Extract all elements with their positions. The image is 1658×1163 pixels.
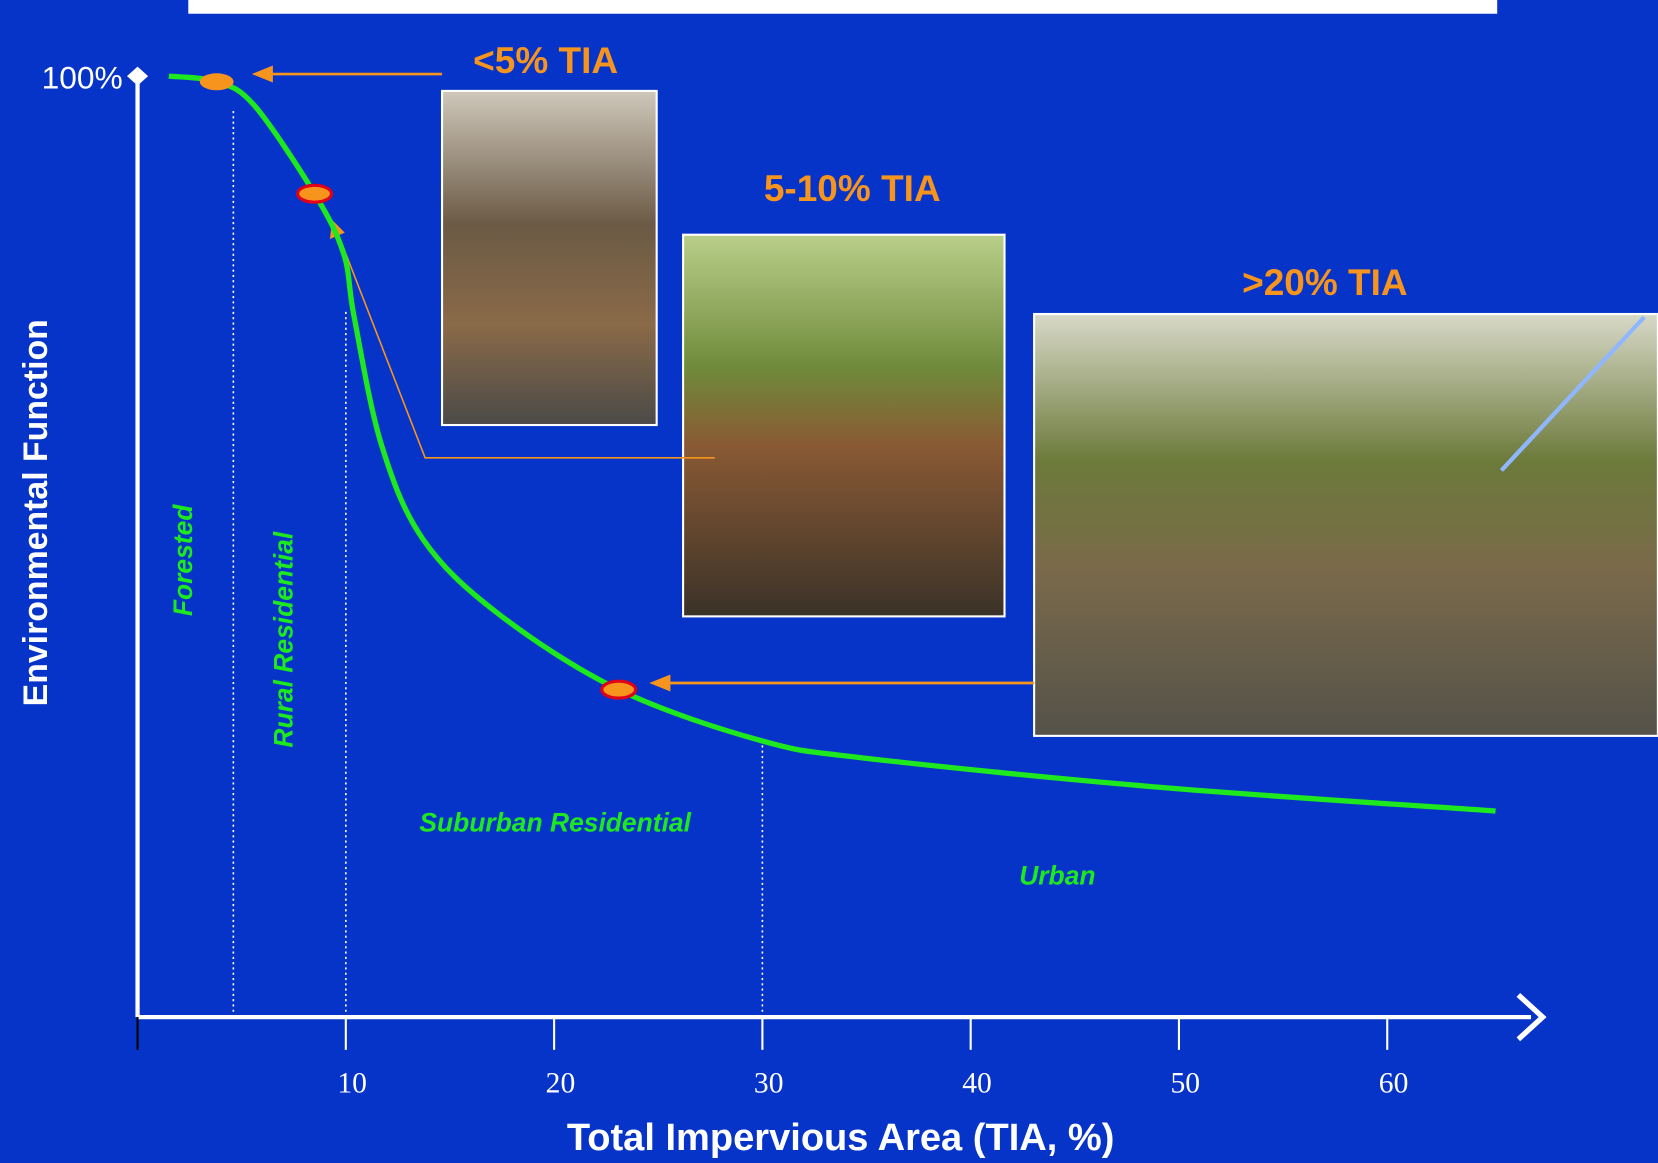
zone-label: Rural Residential: [269, 531, 299, 747]
header-bar: [188, 0, 1497, 14]
highlight-point: [200, 73, 234, 90]
arrow-head: [649, 675, 670, 692]
photo-forested-stream: [442, 91, 657, 425]
photo-urban-stream: [1034, 314, 1658, 736]
y-tick: [127, 67, 148, 86]
x-tick-label: 40: [962, 1068, 992, 1100]
zone-label: Urban: [1019, 861, 1095, 891]
highlight-point: [602, 681, 636, 698]
x-tick-label: 10: [337, 1068, 367, 1100]
x-tick-label: 50: [1171, 1068, 1201, 1100]
zone-label: Forested: [168, 504, 198, 616]
highlight-point: [298, 185, 332, 202]
chart: Total Impervious Area (TIA, %) Environme…: [0, 0, 1658, 1163]
annotation: >20% TIA: [1242, 262, 1408, 303]
x-axis-title: Total Impervious Area (TIA, %): [567, 1117, 1115, 1159]
photo-rural-stream: [683, 235, 1004, 617]
x-tick-label: 20: [546, 1068, 576, 1100]
x-tick-label: 60: [1379, 1068, 1409, 1100]
x-tick-label: 30: [754, 1068, 784, 1100]
annotation: 5-10% TIA: [764, 168, 941, 209]
y-tick-label: 100%: [42, 60, 123, 96]
page: {"chart_data": { "type": "line", "x_labe…: [0, 0, 1658, 1163]
arrow-head: [252, 66, 273, 83]
zone-label: Suburban Residential: [419, 808, 691, 838]
annotation: <5% TIA: [473, 40, 618, 81]
y-axis-title: Environmental Function: [17, 319, 55, 706]
